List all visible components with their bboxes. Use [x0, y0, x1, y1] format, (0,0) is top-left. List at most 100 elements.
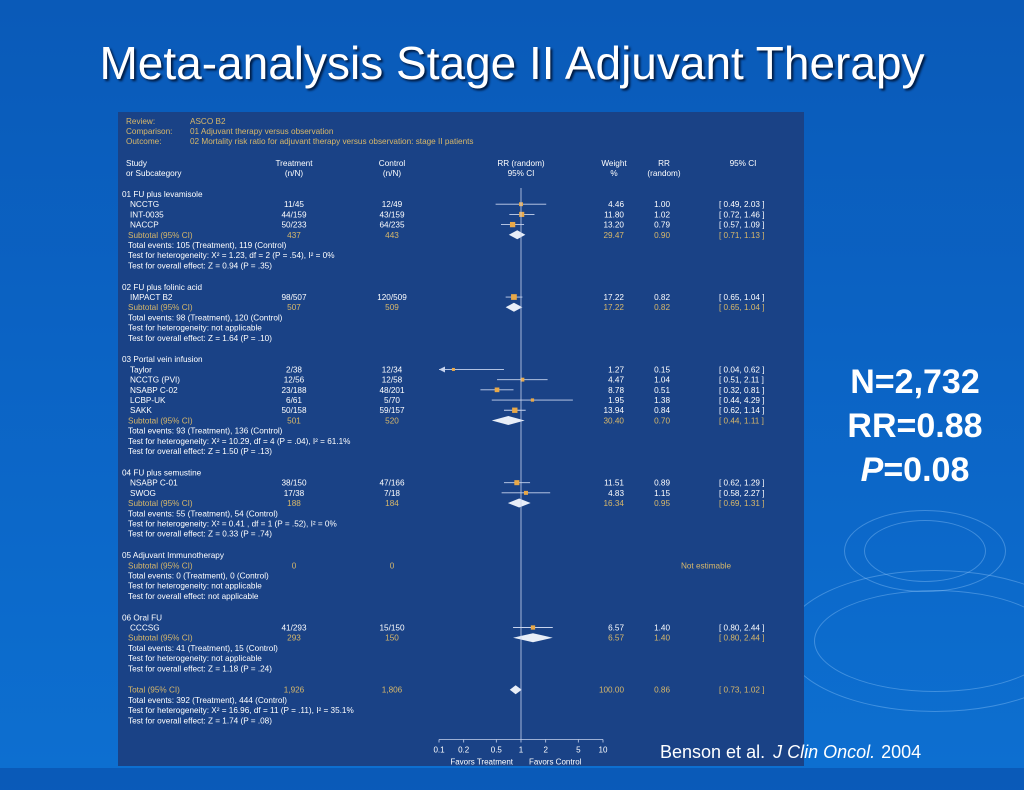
- total-note: Test for overall effect: Z = 1.74 (P = .…: [128, 716, 272, 725]
- p-value-number: =0.08: [883, 451, 970, 489]
- subgroup-note: Test for heterogeneity: not applicable: [128, 324, 262, 333]
- study-marker: [530, 625, 536, 630]
- total-note: Test for heterogeneity: Χ² = 16.96, df =…: [128, 706, 354, 715]
- review-label: Review:: [126, 117, 155, 126]
- column-header-ci: 95% CI: [730, 159, 757, 168]
- subtotal-rr: 0.90: [654, 231, 670, 240]
- study-weight: 11.80: [604, 210, 624, 219]
- study-treatment: 17/38: [284, 489, 305, 498]
- study-control: 5/70: [384, 396, 400, 405]
- subgroup-label: 04 FU plus semustine: [122, 468, 202, 477]
- total-treatment: 1,926: [284, 686, 305, 695]
- subtotal-label: Subtotal (95% CI): [128, 416, 193, 425]
- column-header-rr-plot-sub: 95% CI: [508, 169, 535, 178]
- study-marker: [512, 407, 518, 413]
- subtotal-treatment: 293: [287, 634, 301, 643]
- study-control: 120/509: [377, 293, 407, 302]
- study-weight: 8.78: [608, 386, 624, 395]
- subgroup-label: 05 Adjuvant Immunotherapy: [122, 551, 225, 560]
- x-axis-tick-label: 0.1: [433, 746, 445, 755]
- total-control: 1,806: [382, 686, 403, 695]
- column-header-rr-plot: RR (random): [497, 159, 545, 168]
- total-ci: [ 0.73, 1.02 ]: [719, 686, 765, 695]
- summary-stats: N=2,732 RR=0.88 P=0.08: [820, 360, 1010, 492]
- subtotal-diamond: [508, 230, 526, 240]
- study-ci: [ 0.51, 2.11 ]: [719, 376, 764, 385]
- study-name: NACCP: [130, 221, 159, 230]
- study-name: NCCTG (PVI): [130, 376, 180, 385]
- study-control: 12/34: [382, 365, 403, 374]
- study-weight: 4.47: [608, 376, 624, 385]
- study-name: CCCSG: [130, 624, 160, 633]
- study-weight: 17.22: [604, 293, 625, 302]
- column-header-rr-sub: (random): [647, 169, 680, 178]
- x-axis-tick-label: 2: [543, 746, 548, 755]
- study-rr: 0.84: [654, 406, 670, 415]
- study-marker: [511, 294, 517, 300]
- subtotal-control: 184: [385, 499, 399, 508]
- subgroup-note: Test for heterogeneity: Χ² = 1.23, df = …: [128, 251, 334, 260]
- comparison-label: Comparison:: [126, 127, 172, 136]
- study-treatment: 23/188: [281, 386, 306, 395]
- citation-year: 2004: [881, 742, 922, 762]
- study-marker: [509, 221, 516, 228]
- study-treatment: 11/45: [284, 200, 304, 209]
- subtotal-rr: 0.95: [654, 499, 670, 508]
- study-control: 59/157: [379, 406, 404, 415]
- study-treatment: 6/61: [286, 396, 302, 405]
- study-rr: 0.79: [654, 221, 670, 230]
- study-ci: [ 0.80, 2.44 ]: [719, 624, 765, 633]
- column-header-study-sub: or Subcategory: [126, 169, 182, 178]
- forest-plot-panel: Review: ASCO B2 Comparison: 01 Adjuvant the…: [118, 112, 804, 766]
- total-diamond: [509, 685, 522, 695]
- subtotal-weight: 30.40: [604, 416, 625, 425]
- subtotal-treatment: 437: [287, 231, 301, 240]
- subtotal-ci: [ 0.65, 1.04 ]: [719, 303, 765, 312]
- study-control: 12/49: [382, 200, 403, 209]
- outcome-value: 02 Mortality risk ratio for adjuvant the…: [190, 137, 474, 146]
- x-axis-tick-label: 0.5: [491, 746, 503, 755]
- subtotal-treatment: 507: [287, 303, 301, 312]
- study-name: INT-0035: [130, 210, 164, 219]
- study-marker: [519, 211, 525, 217]
- subgroup-note: Test for overall effect: Z = 0.94 (P = .…: [128, 261, 272, 270]
- risk-ratio: RR=0.88: [847, 407, 983, 445]
- comparison-value: 01 Adjuvant therapy versus observation: [190, 127, 334, 136]
- subtotal-diamond: [507, 498, 531, 508]
- x-axis-tick-label: 0.2: [458, 746, 470, 755]
- study-ci: [ 0.62, 1.29 ]: [719, 479, 765, 488]
- subtotal-label: Subtotal (95% CI): [128, 499, 193, 508]
- total-note: Total events: 392 (Treatment), 444 (Cont…: [128, 696, 287, 705]
- study-marker: [451, 367, 455, 371]
- study-treatment: 2/38: [286, 365, 302, 374]
- subgroup-label: 06 Oral FU: [122, 613, 162, 622]
- column-header-treatment: Treatment: [275, 159, 313, 168]
- study-weight: 11.51: [604, 479, 624, 488]
- study-rr: 0.51: [654, 386, 670, 395]
- subtotal-ci: [ 0.44, 1.11 ]: [719, 416, 764, 425]
- study-control: 15/150: [379, 624, 404, 633]
- study-ci: [ 0.72, 1.46 ]: [719, 210, 765, 219]
- study-weight: 4.83: [608, 489, 624, 498]
- column-header-study: Study: [126, 159, 148, 168]
- study-rr: 1.04: [654, 376, 670, 385]
- column-header-rr: RR: [658, 159, 670, 168]
- subtotal-ci: [ 0.71, 1.13 ]: [719, 231, 765, 240]
- subgroup-note: Total events: 41 (Treatment), 15 (Contro…: [128, 644, 278, 653]
- outcome-label: Outcome:: [126, 137, 162, 146]
- study-weight: 1.27: [608, 365, 624, 374]
- study-treatment: 50/158: [281, 406, 306, 415]
- column-header-control-sub: (n/N): [383, 169, 401, 178]
- subtotal-treatment: 501: [287, 416, 301, 425]
- sample-size: N=2,732: [850, 363, 980, 401]
- subgroup-note: Total events: 105 (Treatment), 119 (Cont…: [128, 241, 287, 250]
- column-header-control: Control: [379, 159, 406, 168]
- x-axis-tick-label: 5: [576, 746, 581, 755]
- subgroup-note: Test for overall effect: Z = 0.33 (P = .…: [128, 530, 272, 539]
- subtotal-weight: 6.57: [608, 634, 624, 643]
- study-marker: [520, 377, 525, 382]
- review-value: ASCO B2: [190, 117, 226, 126]
- study-rr: 0.15: [654, 365, 670, 374]
- subgroup-note: Test for heterogeneity: Χ² = 10.29, df =…: [128, 437, 350, 446]
- study-control: 47/166: [379, 479, 404, 488]
